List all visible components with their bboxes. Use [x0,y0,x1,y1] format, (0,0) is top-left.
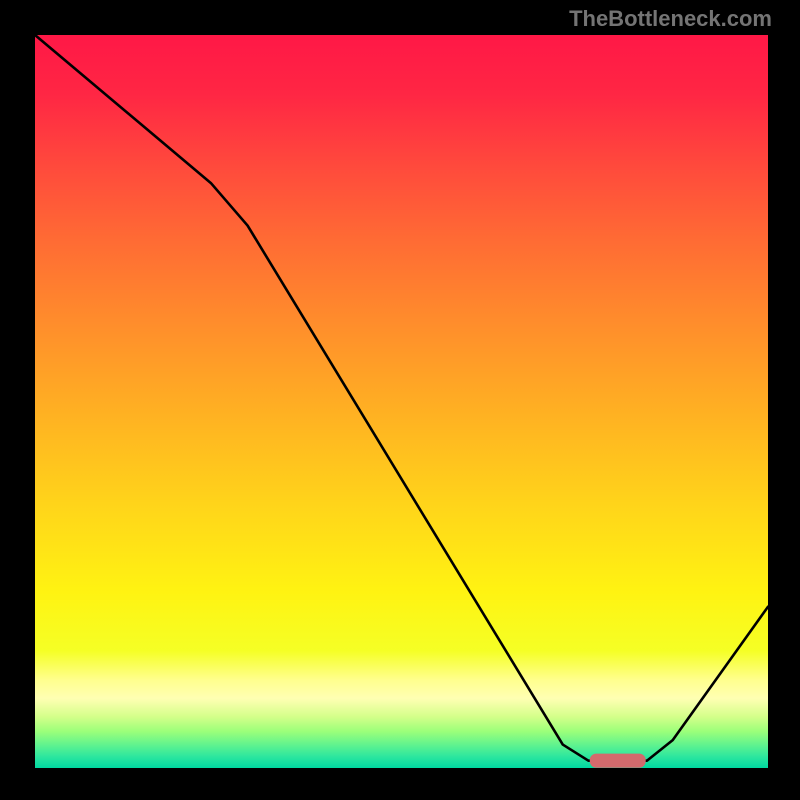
bottleneck-chart [0,0,800,800]
chart-container: TheBottleneck.com [0,0,800,800]
optimal-marker [590,754,645,767]
plot-area [35,35,768,768]
attribution-label: TheBottleneck.com [569,6,772,32]
